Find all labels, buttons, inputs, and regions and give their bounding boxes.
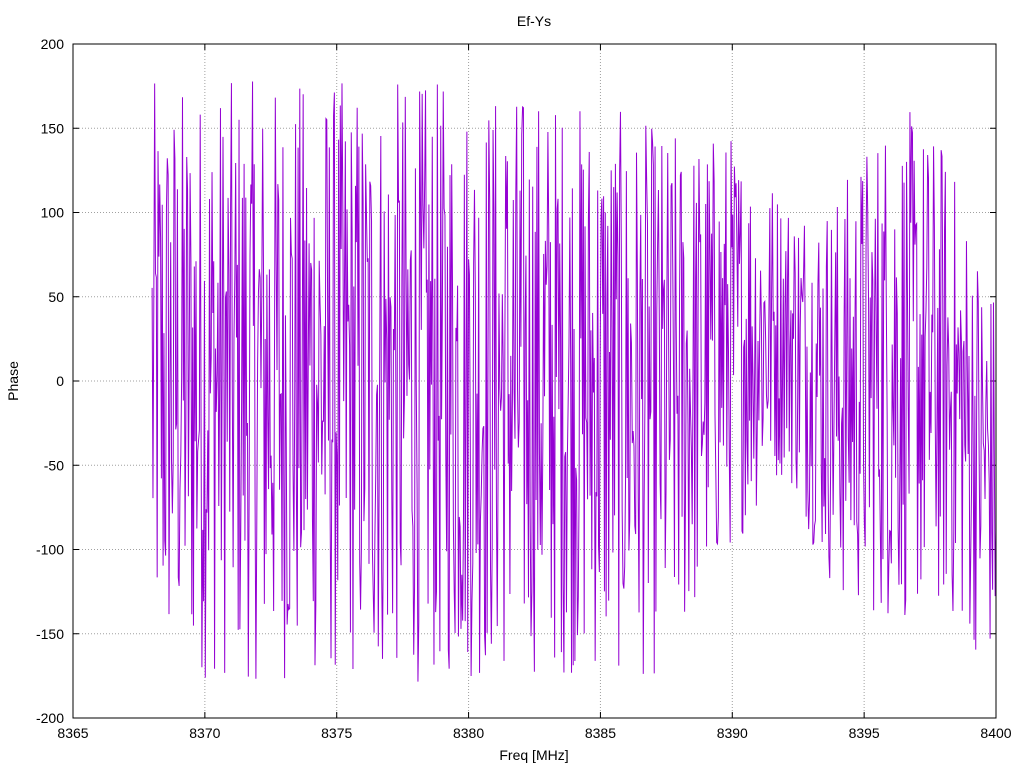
y-tick-label: 50: [48, 289, 64, 305]
x-tick-label: 8390: [717, 725, 748, 741]
y-axis-label: Phase: [5, 361, 21, 401]
x-tick-label: 8385: [585, 725, 616, 741]
y-tick-label: -50: [44, 457, 64, 473]
y-tick-label: -150: [36, 626, 64, 642]
y-tick-label: -200: [36, 710, 64, 726]
x-tick-label: 8365: [57, 725, 88, 741]
x-tick-label: 8380: [453, 725, 484, 741]
y-tick-label: 100: [41, 205, 65, 221]
y-tick-labels: -200 -150 -100 -50 0 50 100 150 200: [36, 36, 64, 726]
x-tick-label: 8400: [980, 725, 1011, 741]
x-axis-label: Freq [MHz]: [499, 747, 568, 763]
chart-title: Ef-Ys: [517, 13, 551, 29]
x-tick-label: 8395: [849, 725, 880, 741]
y-tick-label: 200: [41, 36, 65, 52]
y-tick-label: 0: [56, 373, 64, 389]
y-tick-label: -100: [36, 542, 64, 558]
x-tick-labels: 8365 8370 8375 8380 8385 8390 8395 8400: [57, 725, 1011, 741]
phase-series-line: [151, 81, 996, 682]
x-tick-label: 8370: [189, 725, 220, 741]
y-tick-label: 150: [41, 120, 65, 136]
x-tick-label: 8375: [321, 725, 352, 741]
plot-border: [72, 43, 997, 719]
